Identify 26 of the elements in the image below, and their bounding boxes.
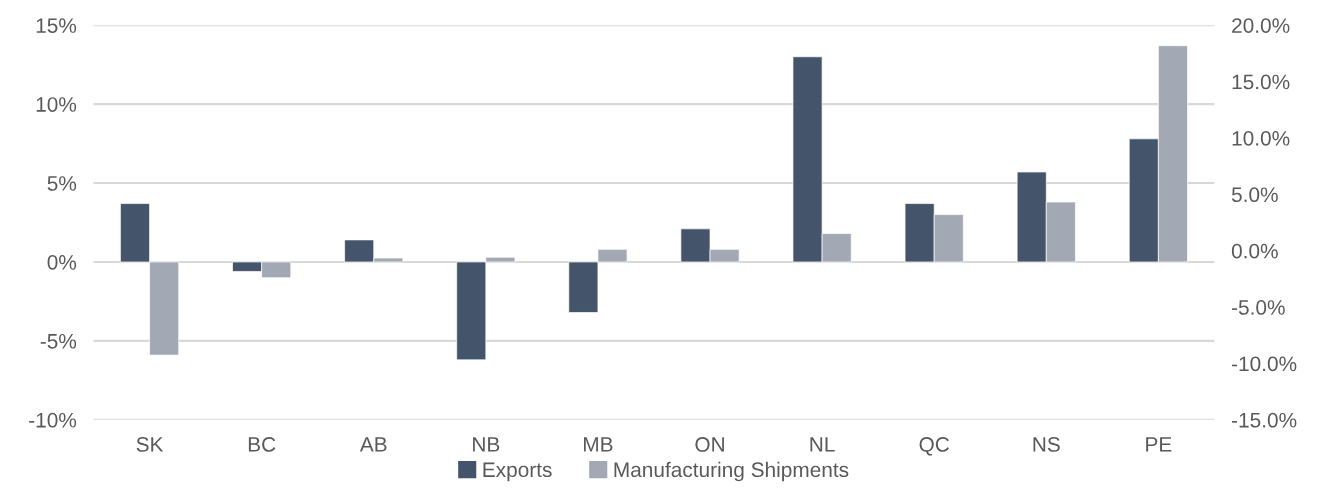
legend-label: Exports — [483, 462, 552, 482]
y2-tick-label: 5.0% — [1231, 187, 1278, 203]
y2-tick-label: -15.0% — [1232, 412, 1297, 428]
x-tick-label: NL — [810, 437, 835, 452]
x-tick-label: SK — [136, 437, 164, 452]
x-tick-label: NS — [1033, 437, 1060, 452]
x-tick-label: ON — [695, 437, 724, 452]
legend-label: Manufacturing Shipments — [614, 461, 849, 482]
x-tick-label: BC — [248, 437, 276, 452]
y-tick-label: 5% — [47, 176, 77, 191]
x-tick-label: PE — [1146, 437, 1172, 452]
y-tick-label: -5% — [40, 334, 77, 349]
y-tick-label: 15% — [36, 18, 77, 33]
x-tick-label: AB — [359, 437, 387, 452]
y2-tick-label: 20.0% — [1232, 18, 1290, 33]
y-tick-label: 10% — [36, 97, 77, 112]
y2-tick-label: 0.0% — [1231, 243, 1278, 259]
x-tick-label: MB — [584, 437, 613, 452]
y-tick-label: 0% — [47, 254, 77, 270]
y2-tick-label: 10.0% — [1232, 130, 1290, 146]
x-tick-label: QC — [919, 437, 950, 456]
y2-tick-label: -10.0% — [1232, 356, 1297, 372]
x-tick-label: NB — [473, 437, 500, 452]
y2-tick-label: -5.0% — [1232, 300, 1285, 315]
y-tick-label: -10% — [29, 412, 77, 428]
y2-tick-label: 15.0% — [1232, 74, 1290, 90]
